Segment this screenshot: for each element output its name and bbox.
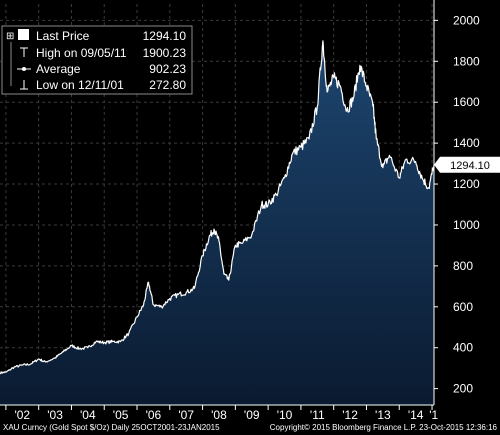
legend-item-low: Low on 12/11/01 272.80 — [20, 78, 186, 92]
price-area — [0, 40, 434, 406]
average-marker-icon — [17, 67, 31, 71]
x-tick-label: '10 — [277, 408, 293, 422]
last-price-tag-text: 1294.10 — [450, 160, 490, 172]
high-marker-icon — [20, 47, 28, 57]
y-tick-label: 1200 — [453, 177, 480, 191]
legend-value: 272.80 — [149, 78, 186, 92]
low-marker-icon — [20, 80, 28, 90]
x-tick-label: '07 — [178, 408, 194, 422]
legend-label: Low on 12/11/01 — [36, 78, 124, 92]
x-tick-label: '13 — [375, 408, 391, 422]
y-tick-label: 800 — [453, 259, 473, 273]
x-tick-label: '14 — [408, 408, 424, 422]
x-tick-label: '03 — [47, 408, 63, 422]
expand-icon: ⊞ — [6, 31, 14, 42]
x-tick-label: '06 — [146, 408, 162, 422]
legend: ⊞ Last Price 1294.10 High on 09/05/11 19… — [1, 25, 193, 95]
x-axis: '02 '03 '04 '05 '06 '07 '08 '09 '10 '11 '12 '13 '14 '… — [0, 404, 438, 422]
box-icon — [18, 29, 29, 40]
y-tick-label: 2000 — [453, 13, 480, 27]
x-tick-label: '08 — [211, 408, 227, 422]
x-tick-label: '1 — [429, 408, 438, 422]
y-tick-label: 1000 — [453, 218, 480, 232]
legend-value: 1900.23 — [143, 46, 187, 60]
legend-value: 902.23 — [149, 62, 186, 76]
footer-source: XAU Curncy (Gold Spot $/Oz) Daily 25OCT2… — [3, 423, 220, 432]
last-price-label: 1294.10 — [434, 156, 500, 173]
y-tick-label: 200 — [453, 382, 473, 396]
legend-label: High on 09/05/11 — [36, 46, 127, 60]
y-tick-label: 1800 — [453, 54, 480, 68]
legend-box — [1, 25, 193, 95]
x-tick-label: '05 — [113, 408, 129, 422]
x-tick-label: '02 — [14, 408, 30, 422]
y-tick-label: 600 — [453, 300, 473, 314]
footer: XAU Curncy (Gold Spot $/Oz) Daily 25OCT2… — [3, 423, 498, 432]
x-tick-label: '09 — [244, 408, 260, 422]
y-tick-label: 1600 — [453, 95, 480, 109]
legend-item-last-price: ⊞ Last Price 1294.10 — [6, 29, 186, 43]
price-line — [0, 40, 435, 375]
y-axis: 200 400 600 800 1000 1200 1400 1600 1800 2000 — [433, 0, 480, 405]
legend-value: 1294.10 — [143, 29, 187, 43]
x-tick-label: '11 — [310, 408, 325, 422]
series-line-last-price — [0, 40, 435, 375]
area-fill — [0, 40, 434, 406]
footer-copyright: Copyright© 2015 Bloomberg Finance L.P. 2… — [270, 423, 498, 432]
x-tick-label: '12 — [342, 408, 358, 422]
y-tick-label: 400 — [453, 341, 473, 355]
last-price-tag — [434, 156, 500, 173]
legend-label: Last Price — [36, 29, 90, 43]
legend-item-average: Average 902.23 — [17, 62, 186, 76]
legend-label: Average — [36, 62, 81, 76]
legend-item-high: High on 09/05/11 1900.23 — [20, 46, 186, 60]
y-tick-label: 1400 — [453, 136, 480, 150]
x-tick-label: '04 — [80, 408, 96, 422]
